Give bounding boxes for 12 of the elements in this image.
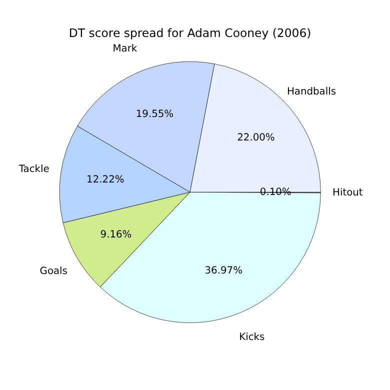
slice-label: Handballs: [286, 86, 336, 98]
slice-label: Mark: [112, 43, 138, 54]
chart-title: DT score spread for Adam Cooney (2006): [68, 26, 312, 40]
data-label: 12.22%: [86, 174, 124, 186]
slice-label: Goals: [40, 266, 68, 277]
slice-label: Kicks: [239, 332, 265, 343]
data-label: 9.16%: [100, 230, 132, 241]
data-label: 22.00%: [237, 132, 275, 144]
data-label: 19.55%: [136, 108, 174, 120]
slice-label: Tackle: [18, 164, 50, 175]
slice-label: Hitout: [332, 187, 363, 198]
data-label: 36.97%: [204, 266, 242, 277]
